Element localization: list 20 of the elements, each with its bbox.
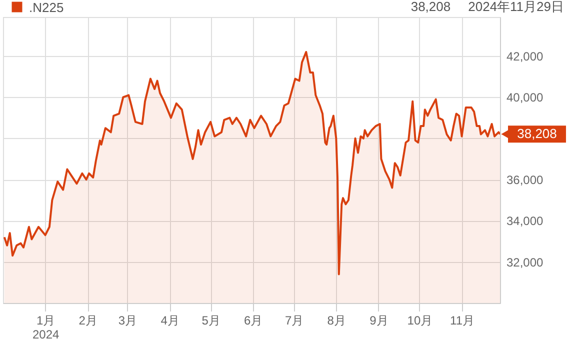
y-tick-label: 40,000: [506, 90, 544, 105]
legend-label: .N225: [29, 0, 64, 15]
x-tick-label: 6月: [244, 314, 263, 328]
y-tick-label: 42,000: [506, 50, 544, 64]
x-tick-label: 9月: [370, 314, 388, 328]
x-tick-label: 4月: [160, 314, 180, 328]
x-tick-label: 5月: [202, 314, 220, 328]
x-tick-label: 7月: [284, 314, 304, 328]
y-tick-label: 34,000: [506, 214, 544, 228]
y-tick-label: 32,000: [506, 255, 544, 270]
text: 38,208: [410, 0, 451, 14]
x-tick-label: 11月: [450, 314, 475, 328]
x-tick-label: 2月: [78, 314, 98, 328]
x-tick-label: 8月: [327, 314, 346, 328]
x-tick-label: 1月 2024: [32, 314, 60, 342]
x-tick-label: 10月: [407, 314, 433, 328]
annotation: 38,208: [517, 126, 557, 142]
x-tick-label: 3月: [118, 314, 138, 328]
y-tick-label: 36,000: [506, 173, 544, 188]
text: 2024年11月29日: [468, 0, 564, 14]
